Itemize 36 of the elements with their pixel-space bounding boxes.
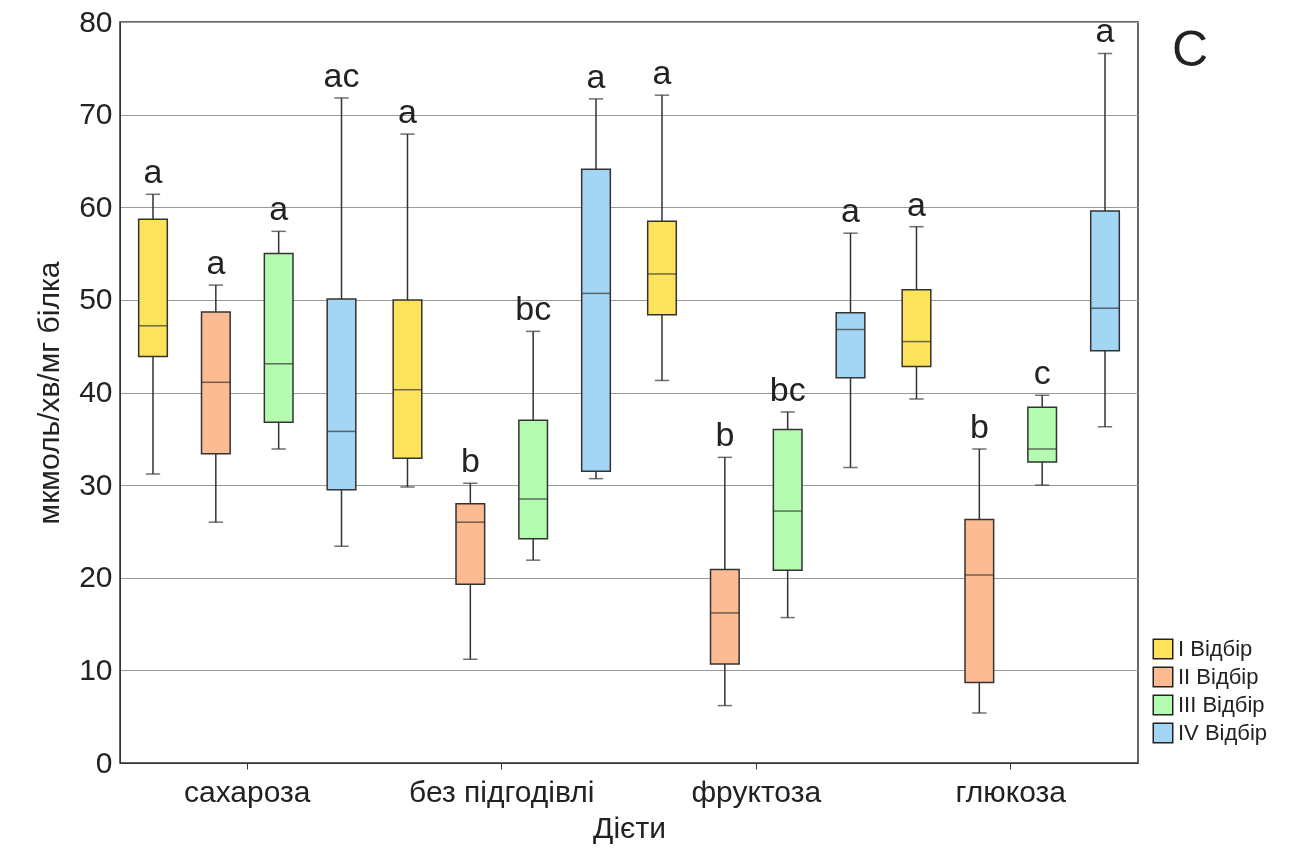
y-tick-label: 0 [95,745,113,779]
text: c [1033,353,1051,392]
text: bc [515,289,552,328]
x-tick-label: фруктоза [691,774,822,808]
text: a [398,92,417,131]
y-tick-label: 30 [79,467,113,501]
x-tick-label: сахароза [183,774,311,808]
text: a [652,53,672,92]
text: a [1095,11,1115,50]
y-tick-label: 40 [79,375,113,408]
text: b [969,407,989,445]
text: C [1171,20,1208,78]
text: a [841,191,860,230]
text: a [143,152,163,191]
y-tick-label: 10 [79,652,113,686]
legend-label: IV Відбір [1178,720,1268,745]
y-tick-label: 20 [79,560,113,594]
x-tick-label: без підгодівлі [409,774,595,808]
text: b [460,441,480,480]
text: b [715,415,735,454]
y-axis-title: мкмоль/хв/мг білка [32,261,66,525]
text: a [586,56,606,95]
y-tick-label: 50 [79,282,113,316]
legend-label: II Відбір [1178,664,1259,689]
text: a [206,243,226,282]
legend-label: III Відбір [1178,692,1265,717]
text: a [907,184,926,223]
y-tick-label: 60 [79,189,113,223]
y-tick-label: 80 [79,4,113,38]
x-tick-label: глюкоза [955,774,1067,808]
legend-label: I Відбір [1178,636,1253,661]
text: ac [323,55,360,94]
x-axis-title: Дієти [593,810,666,844]
text: a [269,189,289,228]
text: bc [769,369,806,408]
y-tick-label: 70 [79,97,113,131]
